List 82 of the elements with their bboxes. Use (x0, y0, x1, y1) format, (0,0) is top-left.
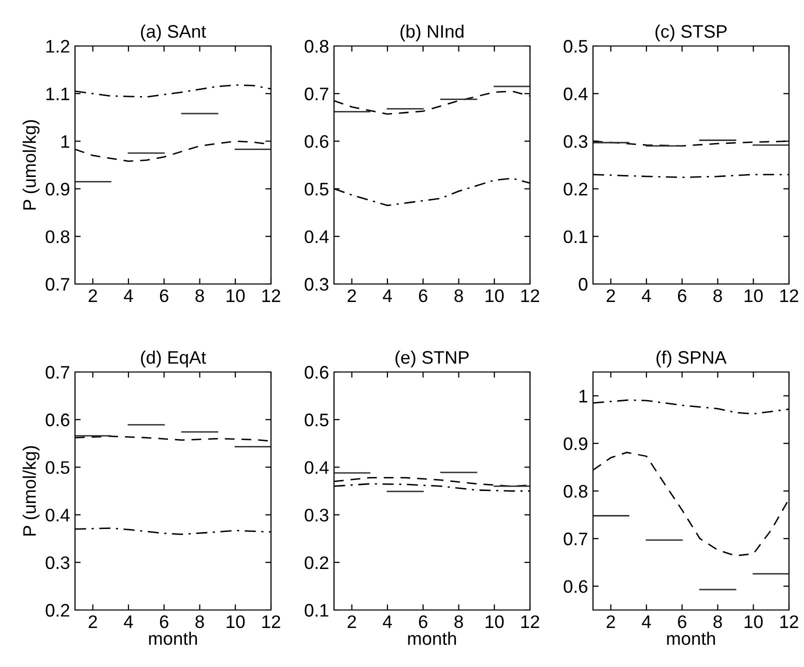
x-axis-title: month (408, 632, 456, 645)
y-axis-title: P (umol/kg) (22, 120, 40, 210)
y-tick-label: 1.2 (46, 40, 70, 53)
y-tick-label: 0.6 (304, 366, 328, 379)
x-tick-label: 4 (124, 290, 133, 302)
y-tick-label: 0.6 (46, 414, 70, 426)
x-tick-label: 12 (521, 615, 540, 628)
x-tick-label: 8 (713, 615, 722, 628)
y-tick-label: 0.2 (46, 604, 70, 617)
y-tick-label: 0.9 (46, 182, 70, 196)
y-tick-label: 0.6 (564, 580, 588, 593)
x-tick-label: 10 (486, 615, 504, 628)
y-tick-label: 0.4 (304, 230, 329, 244)
y-tick-label: 0.7 (46, 278, 70, 291)
y-tick-label: 0.2 (304, 556, 328, 570)
x-tick-label: 6 (678, 615, 686, 628)
y-tick-label: 0.4 (46, 508, 70, 522)
x-tick-label: 12 (780, 615, 798, 628)
x-tick-label: 10 (226, 615, 245, 628)
y-tick-label: 0.9 (564, 437, 588, 450)
x-tick-label: 8 (454, 615, 463, 628)
x-tick-label: 12 (262, 615, 280, 628)
y-tick-label: 0.4 (564, 88, 588, 100)
x-tick-label: 4 (382, 616, 392, 628)
x-tick-label: 6 (160, 289, 168, 302)
x-tick-label: 8 (195, 289, 204, 302)
y-tick-label: 0 (578, 278, 588, 291)
x-tick-label: 10 (744, 615, 763, 628)
chart-title: (a) SAnt (141, 24, 206, 42)
x-tick-label: 6 (418, 615, 428, 628)
y-tick-label: 0.8 (304, 40, 328, 53)
x-tick-label: 2 (606, 289, 615, 302)
y-tick-label: 0.5 (46, 461, 70, 474)
x-tick-label: 8 (713, 289, 722, 302)
y-tick-label: 1 (61, 135, 70, 148)
x-tick-label: 8 (454, 289, 463, 302)
chart-title: (e) STNP (396, 350, 469, 368)
x-tick-label: 6 (160, 615, 168, 628)
chart-title: (c) STSP (656, 24, 727, 42)
y-tick-label: 0.7 (564, 532, 588, 546)
x-tick-label: 6 (418, 289, 428, 302)
y-tick-label: 0.7 (46, 366, 70, 379)
y-tick-label: 0.1 (564, 230, 588, 244)
x-tick-label: 2 (88, 615, 97, 628)
x-tick-label: 2 (606, 615, 615, 628)
x-tick-label: 12 (262, 289, 280, 302)
y-tick-label: 0.6 (304, 135, 328, 148)
x-tick-label: 4 (382, 290, 392, 302)
x-tick-label: 4 (642, 616, 651, 628)
x-tick-label: 10 (226, 289, 245, 302)
x-axis-title: month (149, 632, 197, 645)
y-tick-label: 1.1 (46, 88, 70, 100)
y-tick-label: 0.5 (564, 40, 588, 53)
x-tick-label: 6 (678, 289, 686, 302)
y-tick-label: 0.5 (304, 414, 328, 426)
chart-title: (f) SPNA (656, 350, 727, 368)
x-tick-label: 2 (348, 615, 356, 628)
y-tick-label: 0.8 (564, 484, 588, 498)
y-tick-label: 0.3 (46, 556, 70, 570)
chart-title: (b) NInd (400, 24, 464, 42)
y-tick-label: 0.1 (304, 604, 328, 617)
x-tick-label: 4 (642, 290, 651, 302)
x-tick-label: 4 (124, 616, 133, 628)
y-tick-label: 0.3 (304, 508, 328, 522)
y-tick-label: 0.5 (304, 182, 328, 196)
y-tick-label: 1 (579, 390, 588, 402)
x-tick-label: 10 (744, 289, 763, 302)
y-tick-label: 0.8 (46, 230, 70, 244)
y-tick-label: 0.2 (564, 182, 588, 196)
x-tick-label: 8 (195, 615, 204, 628)
x-tick-label: 10 (486, 289, 504, 302)
x-tick-label: 2 (88, 289, 97, 302)
y-tick-label: 0.7 (304, 88, 328, 100)
chart-title: (d) EqAt (141, 350, 206, 368)
x-tick-label: 2 (348, 289, 356, 302)
y-tick-label: 0.4 (304, 461, 329, 474)
x-axis-title: month (667, 632, 715, 645)
x-tick-label: 12 (521, 289, 540, 302)
y-axis-title: P (umol/kg) (22, 446, 40, 536)
y-tick-label: 0.3 (564, 135, 588, 148)
y-tick-label: 0.3 (304, 278, 328, 291)
x-tick-label: 12 (780, 289, 798, 302)
